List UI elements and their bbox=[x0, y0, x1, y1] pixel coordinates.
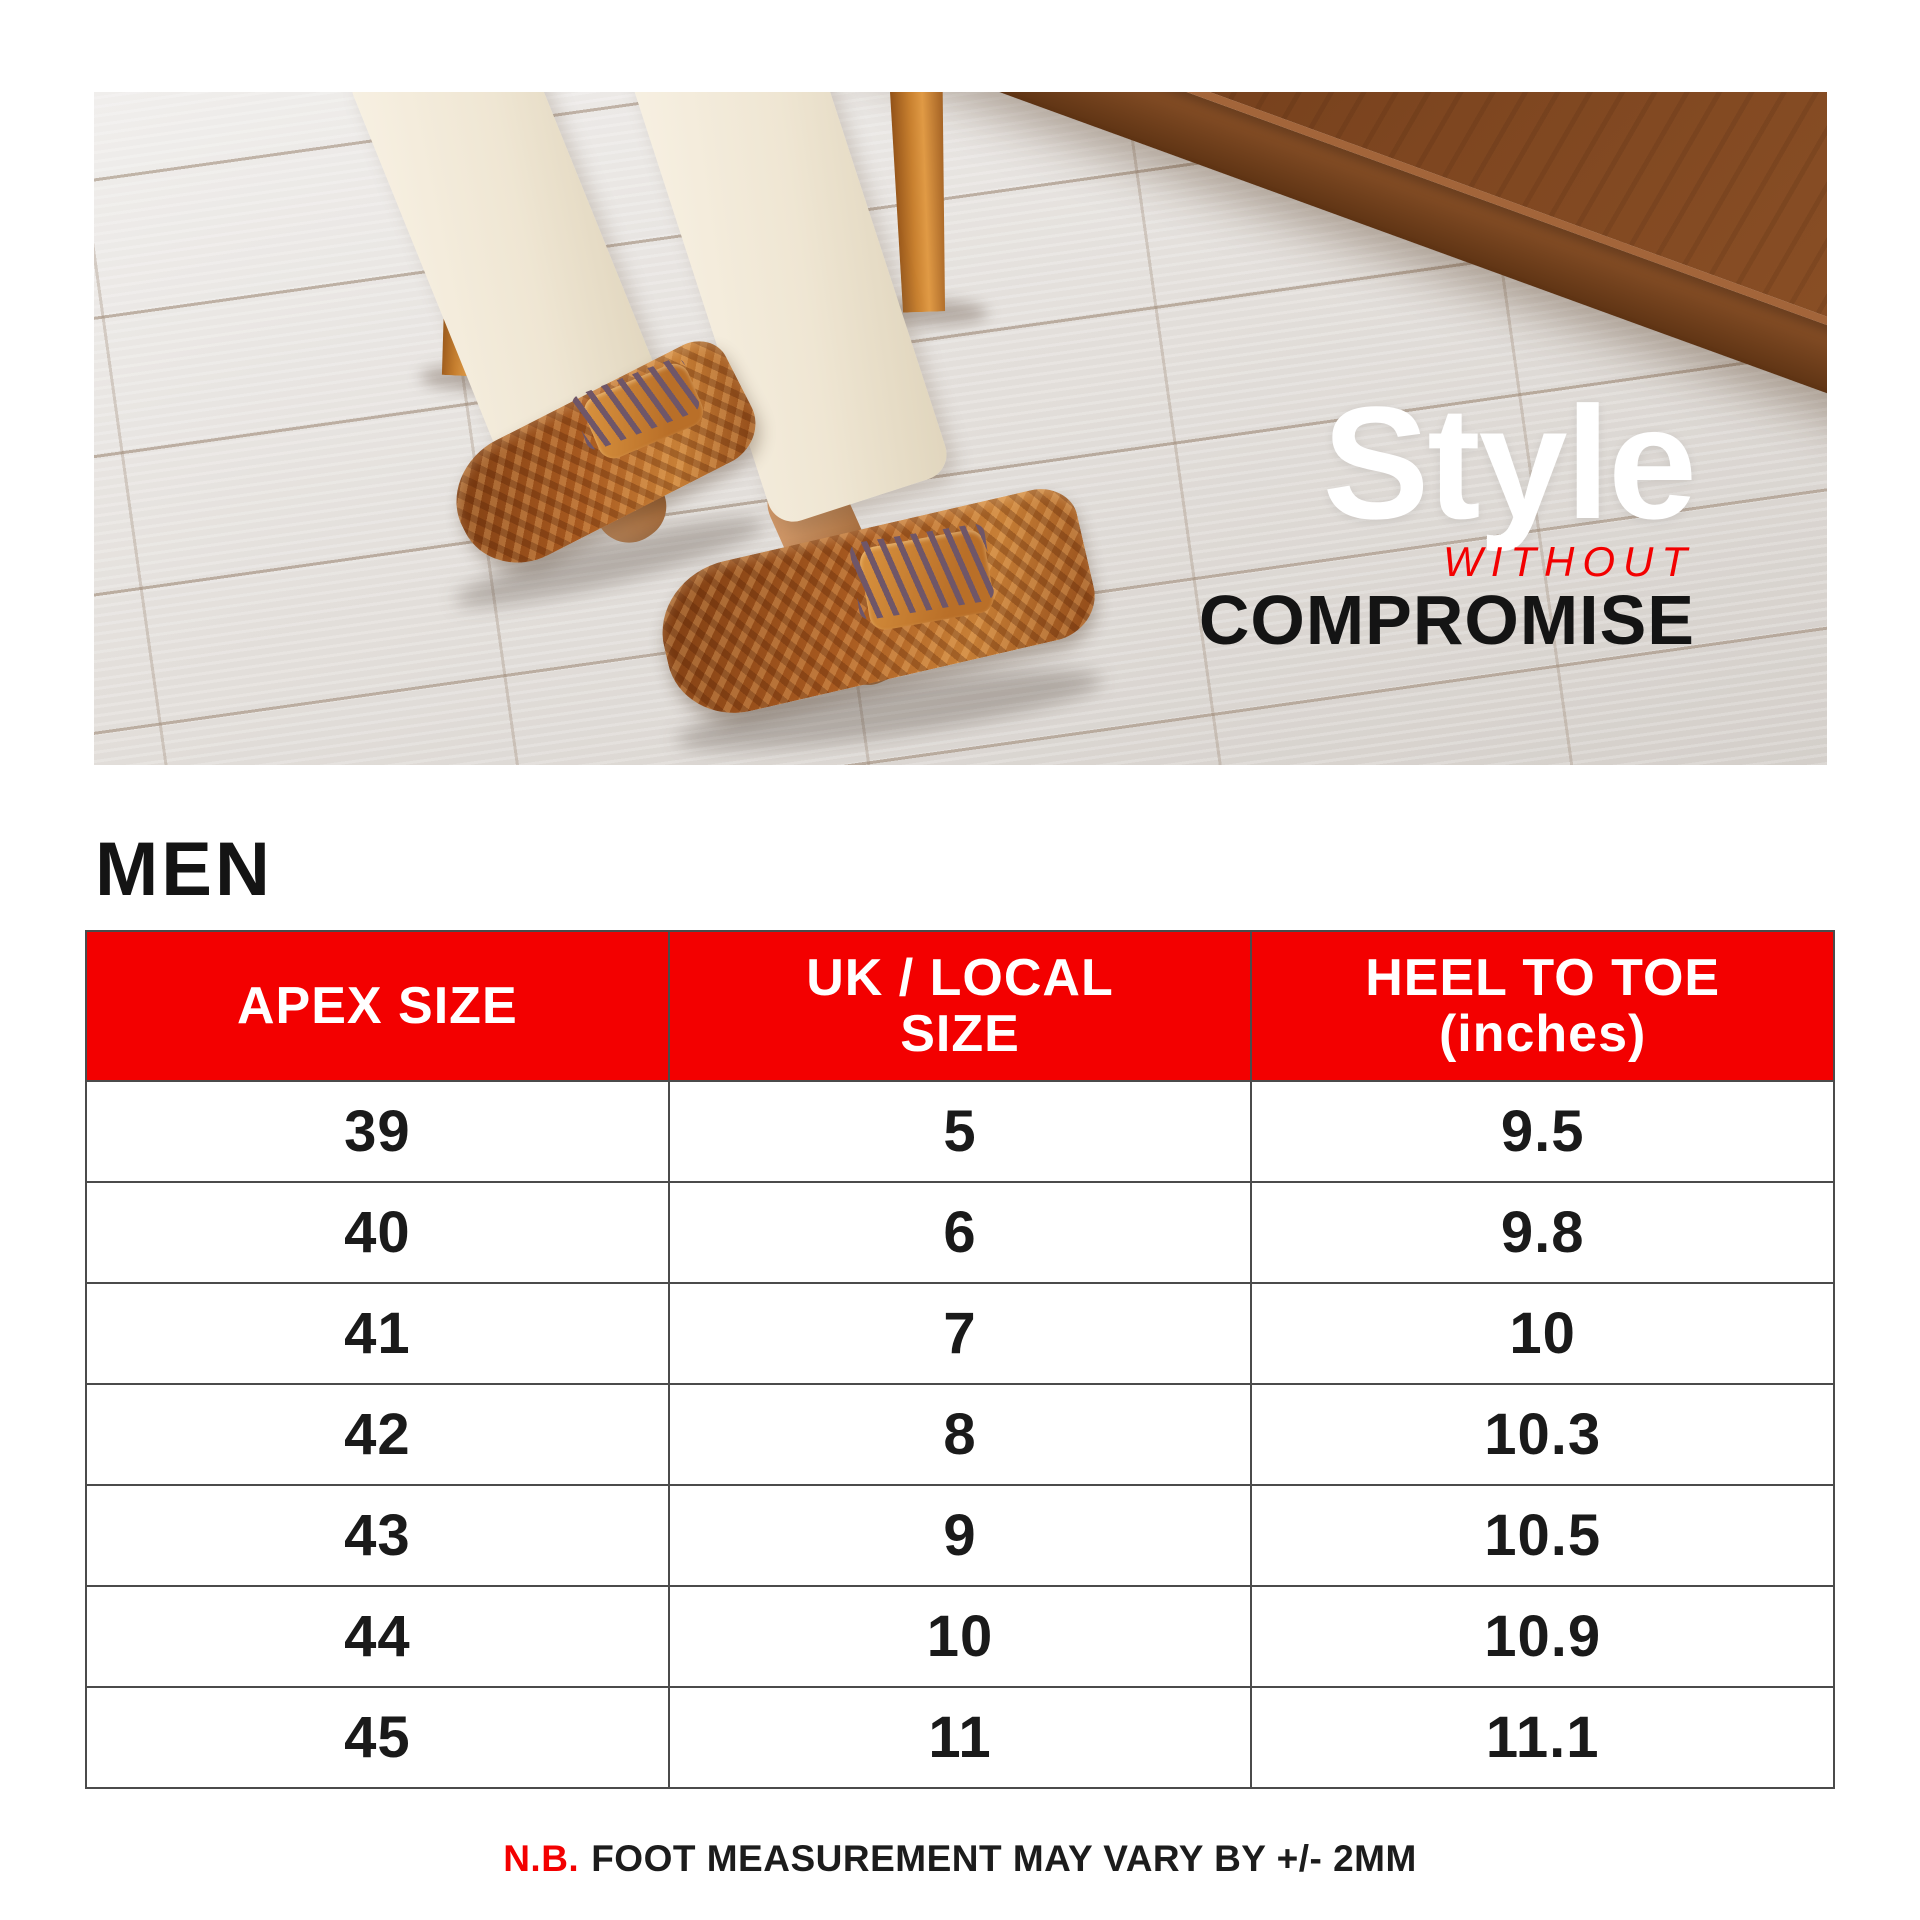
heel-to-toe-cell: 10.5 bbox=[1250, 1484, 1835, 1587]
table-row: 40 6 9.8 bbox=[85, 1181, 1835, 1284]
table-row: 45 11 11.1 bbox=[85, 1686, 1835, 1789]
headline-without: WITHOUT bbox=[1443, 538, 1695, 585]
apex-size-cell: 42 bbox=[85, 1383, 670, 1486]
apex-size-cell: 39 bbox=[85, 1080, 670, 1183]
table-row: 42 8 10.3 bbox=[85, 1383, 1835, 1486]
heel-to-toe-cell: 9.8 bbox=[1250, 1181, 1835, 1284]
uk-size-cell: 11 bbox=[667, 1686, 1253, 1789]
uk-size-cell: 10 bbox=[667, 1585, 1253, 1688]
apex-size-cell: 40 bbox=[85, 1181, 670, 1284]
header-row: APEX SIZE UK / LOCAL SIZE HEEL TO TOE (i… bbox=[85, 930, 1835, 1082]
heel-to-toe-cell: 10.9 bbox=[1250, 1585, 1835, 1688]
heel-to-toe-cell: 10 bbox=[1250, 1282, 1835, 1385]
footnote-text: FOOT MEASUREMENT MAY VARY BY +/- 2MM bbox=[591, 1838, 1417, 1879]
uk-size-cell: 5 bbox=[667, 1080, 1253, 1183]
uk-size-cell: 7 bbox=[667, 1282, 1253, 1385]
headline-compromise: COMPROMISE bbox=[1198, 581, 1695, 659]
apex-size-cell: 41 bbox=[85, 1282, 670, 1385]
hero-photo: Style WITHOUT COMPROMISE bbox=[94, 92, 1827, 765]
table-row: 44 10 10.9 bbox=[85, 1585, 1835, 1688]
apex-size-cell: 45 bbox=[85, 1686, 670, 1789]
headline-style: Style bbox=[1322, 373, 1697, 552]
section-title-men: MEN bbox=[95, 827, 273, 912]
uk-size-cell: 6 bbox=[667, 1181, 1253, 1284]
table-row: 41 7 10 bbox=[85, 1282, 1835, 1385]
uk-size-cell: 8 bbox=[667, 1383, 1253, 1486]
apex-size-cell: 43 bbox=[85, 1484, 670, 1587]
heel-to-toe-cell: 10.3 bbox=[1250, 1383, 1835, 1486]
size-table: APEX SIZE UK / LOCAL SIZE HEEL TO TOE (i… bbox=[85, 930, 1835, 1789]
apex-size-cell: 44 bbox=[85, 1585, 670, 1688]
measurement-footnote: N.B. FOOT MEASUREMENT MAY VARY BY +/- 2MM bbox=[0, 1838, 1920, 1880]
table-row: 39 5 9.5 bbox=[85, 1080, 1835, 1183]
col-header-apex-size: APEX SIZE bbox=[85, 930, 670, 1082]
heel-to-toe-cell: 11.1 bbox=[1250, 1686, 1835, 1789]
uk-size-cell: 9 bbox=[667, 1484, 1253, 1587]
col-header-heel-to-toe: HEEL TO TOE (inches) bbox=[1250, 930, 1835, 1082]
col-header-uk-local-size: UK / LOCAL SIZE bbox=[667, 930, 1253, 1082]
hero-headline: Style WITHOUT COMPROMISE bbox=[1198, 373, 1697, 659]
size-table-body: 39 5 9.5 40 6 9.8 41 7 10 42 8 10.3 43 9… bbox=[85, 1080, 1835, 1789]
size-table-header: APEX SIZE UK / LOCAL SIZE HEEL TO TOE (i… bbox=[85, 930, 1835, 1082]
nb-prefix: N.B. bbox=[503, 1838, 580, 1879]
heel-to-toe-cell: 9.5 bbox=[1250, 1080, 1835, 1183]
table-row: 43 9 10.5 bbox=[85, 1484, 1835, 1587]
